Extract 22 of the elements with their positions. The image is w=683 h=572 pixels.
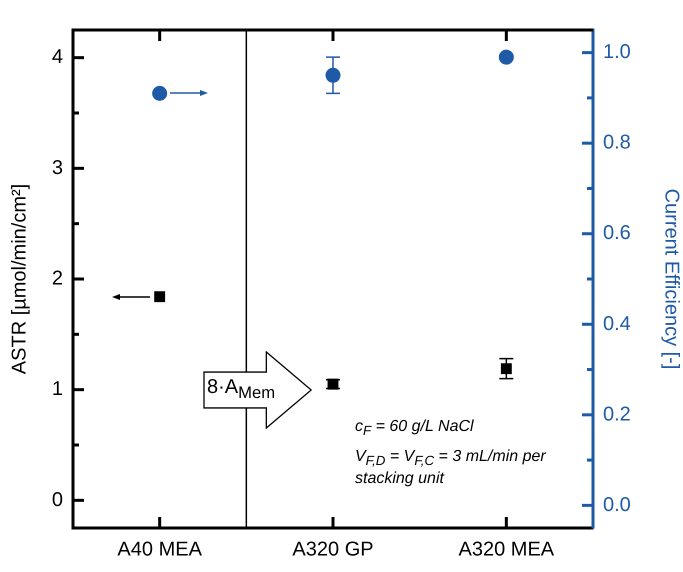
y-tick-label: 1 [52, 378, 63, 400]
y2-tick-label: 0.4 [603, 312, 631, 335]
y2-axis-title: Current Efficiency [-] [660, 188, 682, 370]
y-tick-label: 2 [52, 268, 63, 290]
y-tick-label: 0 [52, 488, 63, 511]
y-tick-label: 3 [52, 156, 63, 179]
x-tick-label: A320 GP [292, 538, 374, 561]
y2-tick-label: 1.0 [603, 41, 631, 64]
y2-tick-label: 0.8 [603, 132, 631, 154]
point [326, 68, 340, 83]
annotation: 8·A$_{Mem}$ [207, 376, 276, 403]
y2-tick-label: 0.0 [603, 494, 631, 516]
point [152, 86, 168, 101]
x-tick-label: A40 MEA [117, 538, 203, 561]
x-tick-label: A320 MEA [458, 538, 555, 561]
y2-tick-label: 0.6 [603, 222, 631, 244]
point [498, 50, 514, 65]
y-axis-title: ASTR [µmol/min/cm²] [8, 184, 31, 374]
y2-tick-label: 0.2 [603, 403, 631, 426]
annotation: V$_{F,D}$ = V$_{F,C}$ = 3 mL/min per stacking unit [355, 448, 548, 488]
annotation: c$_{F}$ = 60 g/L NaCl [355, 418, 475, 440]
y-tick-label: 4 [52, 46, 63, 68]
